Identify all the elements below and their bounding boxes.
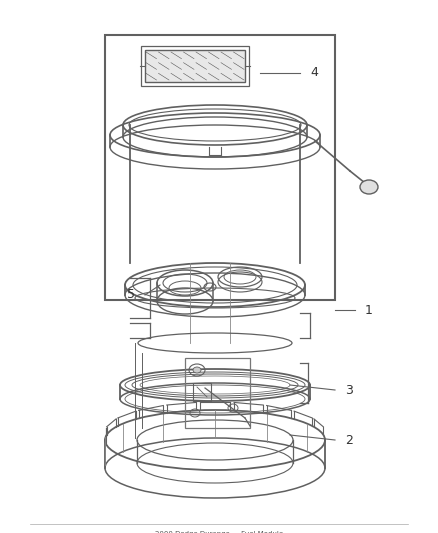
Text: 3: 3 — [345, 384, 353, 397]
Ellipse shape — [360, 180, 378, 194]
Bar — [105, 35, 335, 300]
Bar — [145, 50, 245, 82]
Text: 1: 1 — [365, 303, 373, 317]
Bar — [141, 46, 249, 86]
Text: 4: 4 — [310, 67, 318, 79]
Text: 2000 Dodge Durango     Fuel Module: 2000 Dodge Durango Fuel Module — [155, 531, 283, 533]
Bar — [193, 383, 211, 401]
Ellipse shape — [193, 367, 201, 373]
Bar — [185, 358, 250, 428]
Text: 2: 2 — [345, 433, 353, 447]
Text: 5: 5 — [127, 288, 135, 302]
